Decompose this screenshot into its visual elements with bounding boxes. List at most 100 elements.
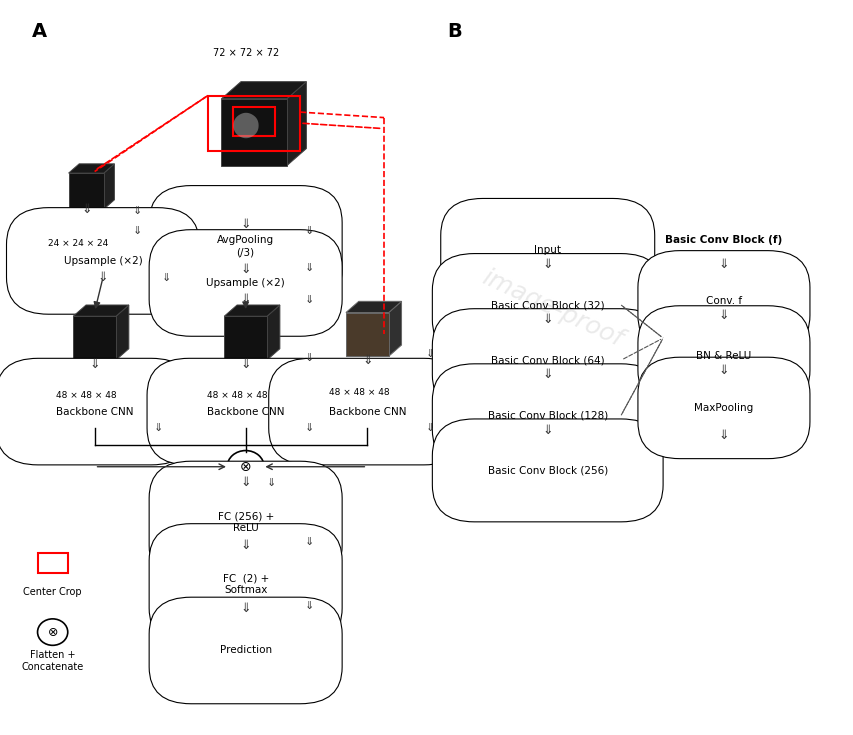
- Text: 24 × 24 × 24: 24 × 24 × 24: [48, 239, 107, 248]
- Text: ⇓: ⇓: [304, 423, 313, 433]
- Text: ⊗: ⊗: [240, 459, 251, 474]
- Text: Upsample (×2): Upsample (×2): [206, 278, 285, 288]
- Text: 48 × 48 × 48: 48 × 48 × 48: [206, 391, 267, 401]
- Text: ⇓: ⇓: [718, 309, 728, 322]
- Text: BN & ReLU: BN & ReLU: [695, 351, 751, 362]
- Text: FC  (2) +
Softmax: FC (2) + Softmax: [223, 573, 269, 595]
- Text: Basic Conv Block (64): Basic Conv Block (64): [490, 355, 604, 365]
- Text: ⇓: ⇓: [132, 206, 142, 215]
- Text: AvgPooling
(/3): AvgPooling (/3): [217, 235, 274, 257]
- Text: ⇓: ⇓: [426, 349, 435, 359]
- Text: ⇓: ⇓: [240, 539, 251, 552]
- Text: Basic Conv Block (256): Basic Conv Block (256): [487, 465, 607, 476]
- Text: ⇓: ⇓: [542, 368, 553, 381]
- Text: MaxPooling: MaxPooling: [693, 403, 752, 413]
- Bar: [207, 96, 300, 151]
- Text: Input: Input: [534, 245, 560, 255]
- Text: Center Crop: Center Crop: [23, 587, 82, 597]
- Polygon shape: [287, 82, 306, 166]
- Text: ⇓: ⇓: [718, 364, 728, 377]
- FancyBboxPatch shape: [637, 357, 809, 459]
- Text: ⬤: ⬤: [231, 112, 259, 137]
- Text: ⇓: ⇓: [161, 273, 171, 283]
- FancyBboxPatch shape: [662, 254, 784, 452]
- Text: ⇓: ⇓: [304, 262, 313, 273]
- Text: ⇓: ⇓: [304, 226, 313, 236]
- Text: B: B: [446, 22, 461, 41]
- FancyBboxPatch shape: [432, 309, 662, 412]
- Text: ⇓: ⇓: [304, 601, 313, 612]
- FancyBboxPatch shape: [149, 462, 342, 583]
- Text: ⇓: ⇓: [542, 258, 553, 271]
- FancyBboxPatch shape: [440, 198, 654, 301]
- Text: ⇓: ⇓: [240, 218, 251, 231]
- FancyBboxPatch shape: [7, 207, 200, 315]
- Text: ⊗: ⊗: [48, 625, 58, 639]
- Text: ⇓: ⇓: [718, 258, 728, 271]
- Text: ⇓: ⇓: [542, 423, 553, 437]
- FancyBboxPatch shape: [149, 524, 342, 645]
- Text: 72 × 72 × 72: 72 × 72 × 72: [212, 48, 278, 58]
- Text: ⇓: ⇓: [718, 429, 728, 442]
- Text: ⇓: ⇓: [240, 263, 251, 276]
- FancyBboxPatch shape: [149, 229, 342, 337]
- FancyBboxPatch shape: [147, 359, 344, 465]
- FancyBboxPatch shape: [269, 359, 466, 465]
- Text: ⇓: ⇓: [240, 358, 251, 371]
- Text: Prediction: Prediction: [219, 645, 271, 656]
- FancyBboxPatch shape: [149, 597, 342, 704]
- Polygon shape: [68, 173, 104, 209]
- Text: ⇓: ⇓: [90, 358, 100, 371]
- Text: ⇓: ⇓: [97, 270, 108, 284]
- Polygon shape: [267, 305, 280, 360]
- Text: Upsample (×2): Upsample (×2): [64, 256, 142, 266]
- Text: Basic Conv Block (128): Basic Conv Block (128): [487, 410, 607, 420]
- Text: Basic Conv Block (f): Basic Conv Block (f): [664, 234, 781, 245]
- FancyBboxPatch shape: [432, 254, 662, 356]
- Polygon shape: [104, 164, 114, 209]
- Text: ⇓: ⇓: [240, 293, 251, 306]
- Text: Backbone CNN: Backbone CNN: [206, 406, 284, 417]
- Text: 48 × 48 × 48: 48 × 48 × 48: [328, 388, 389, 397]
- Polygon shape: [68, 164, 114, 173]
- Text: Backbone CNN: Backbone CNN: [55, 406, 133, 417]
- Polygon shape: [345, 312, 388, 356]
- Text: ⇓: ⇓: [542, 313, 553, 326]
- FancyBboxPatch shape: [149, 186, 342, 307]
- Text: ⇓: ⇓: [240, 476, 251, 490]
- Text: Backbone CNN: Backbone CNN: [328, 406, 405, 417]
- Text: A: A: [32, 22, 47, 41]
- Text: Flatten +
Concatenate: Flatten + Concatenate: [21, 650, 84, 672]
- Text: ⇓: ⇓: [304, 537, 313, 548]
- Text: ⇓: ⇓: [426, 423, 435, 433]
- FancyBboxPatch shape: [637, 306, 809, 407]
- Text: ⇓: ⇓: [81, 203, 91, 216]
- Text: Conv. f: Conv. f: [705, 296, 741, 306]
- Polygon shape: [345, 301, 401, 312]
- Text: ⇓: ⇓: [240, 602, 251, 614]
- Polygon shape: [388, 301, 401, 356]
- Polygon shape: [73, 316, 116, 360]
- Polygon shape: [116, 305, 129, 360]
- Polygon shape: [73, 305, 129, 316]
- Bar: [233, 107, 275, 136]
- FancyBboxPatch shape: [432, 419, 662, 522]
- Text: FC (256) +
ReLU: FC (256) + ReLU: [218, 511, 274, 533]
- Text: ⇓: ⇓: [304, 353, 313, 362]
- FancyBboxPatch shape: [637, 251, 809, 352]
- Text: image-proof: image-proof: [477, 265, 625, 352]
- Text: Basic Conv Block (32): Basic Conv Block (32): [490, 300, 604, 310]
- Polygon shape: [224, 316, 267, 360]
- Text: 48 × 48 × 48: 48 × 48 × 48: [55, 391, 116, 401]
- Polygon shape: [224, 305, 280, 316]
- FancyBboxPatch shape: [0, 359, 193, 465]
- Polygon shape: [221, 99, 287, 166]
- Bar: [38, 553, 67, 573]
- Text: ⇓: ⇓: [132, 226, 142, 236]
- Text: ⇓: ⇓: [266, 478, 276, 488]
- Polygon shape: [221, 82, 306, 99]
- Text: ⇓: ⇓: [362, 354, 372, 368]
- FancyBboxPatch shape: [432, 364, 662, 467]
- Text: ⇓: ⇓: [304, 295, 313, 305]
- Text: ⇓: ⇓: [154, 423, 163, 433]
